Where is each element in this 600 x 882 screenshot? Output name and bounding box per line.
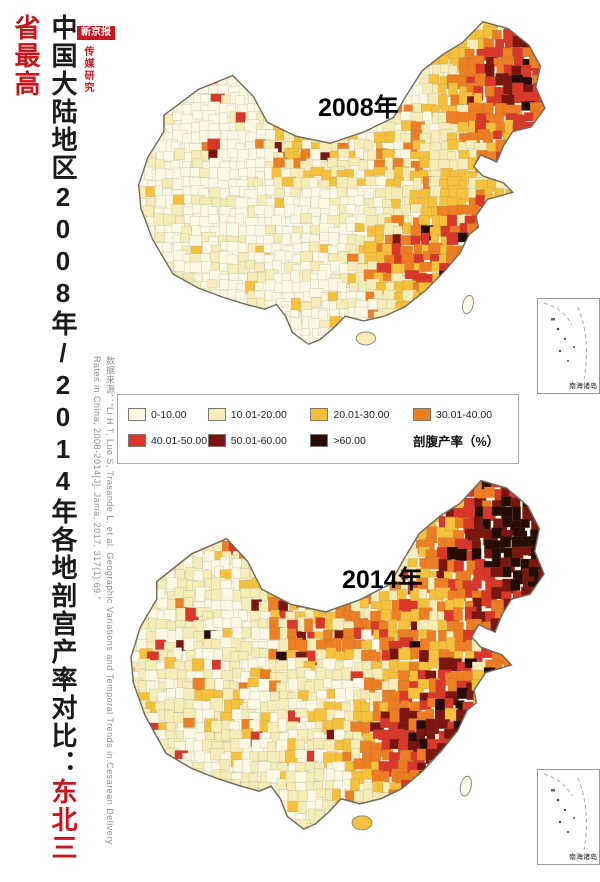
legend-swatch [128,434,146,447]
title-main: 中国大陆地区2008年/2014年各地剖宫产率对比： [48,14,78,778]
legend-item: >60.00 [310,434,413,447]
legend-range-label: 40.01-50.00 [151,434,208,447]
legend-range-label: 50.01-60.00 [230,434,287,447]
map-year-label-2008: 2008年 [318,94,399,122]
legend-swatch [310,408,329,421]
legend-range-label: 30.01-40.00 [435,408,493,421]
publisher-sub-label: 传媒研究 [82,46,93,94]
legend-grid: 0-10.00 10.01-20.00 20.01-30.00 30.01-40.00… [128,403,508,455]
inset-islands-map-2008 [543,302,587,380]
legend-swatch [310,434,329,447]
legend-swatch [128,408,146,421]
publisher-badge: 新京报 [77,26,115,40]
legend: 0-10.00 10.01-20.00 20.01-30.00 30.01-40.00… [117,394,519,464]
page-title: 中国大陆地区2008年/2014年各地剖宫产率对比：东北三省最高 [8,14,82,878]
legend-range-label: 10.01-20.00 [230,408,287,421]
publisher-badge-label: 新京报 [81,27,111,38]
legend-item: 50.01-60.00 [207,434,311,447]
inset-label-2008: 南海诸岛 [569,383,597,390]
china-choropleth-map-2014 [130,479,545,831]
map-year-label-2014: 2014年 [342,566,423,594]
south-china-sea-inset-2014: 南海诸岛 [537,769,600,865]
source-citation: 数据来源：“Li H T, Luo S, Trasande L, et al. … [92,356,115,845]
legend-item: 20.01-30.00 [310,408,413,421]
map-2008 [118,10,600,384]
legend-swatch [412,408,431,421]
legend-swatch [207,434,226,447]
inset-islands-map-2014 [543,773,587,851]
legend-swatch [207,408,226,421]
legend-unit-label: 剖腹产率（%） [412,435,500,449]
china-choropleth-map-2008 [137,20,546,346]
legend-range-label: 0-10.00 [151,408,187,421]
title-highlight: 东北三省最高 [11,14,78,862]
south-china-sea-inset-2008: 南海诸岛 [537,298,600,394]
inset-label-2014: 南海诸岛 [569,854,597,861]
legend-item: 0-10.00 [128,408,208,421]
legend-item: 30.01-40.00 [412,408,508,421]
legend-title-cell: 剖腹产率（%） [413,431,508,450]
legend-range-label: >60.00 [333,434,366,447]
map-2014 [110,468,600,872]
legend-range-label: 20.01-30.00 [333,408,390,421]
legend-item: 40.01-50.00 [128,434,208,447]
legend-item: 10.01-20.00 [207,408,311,421]
